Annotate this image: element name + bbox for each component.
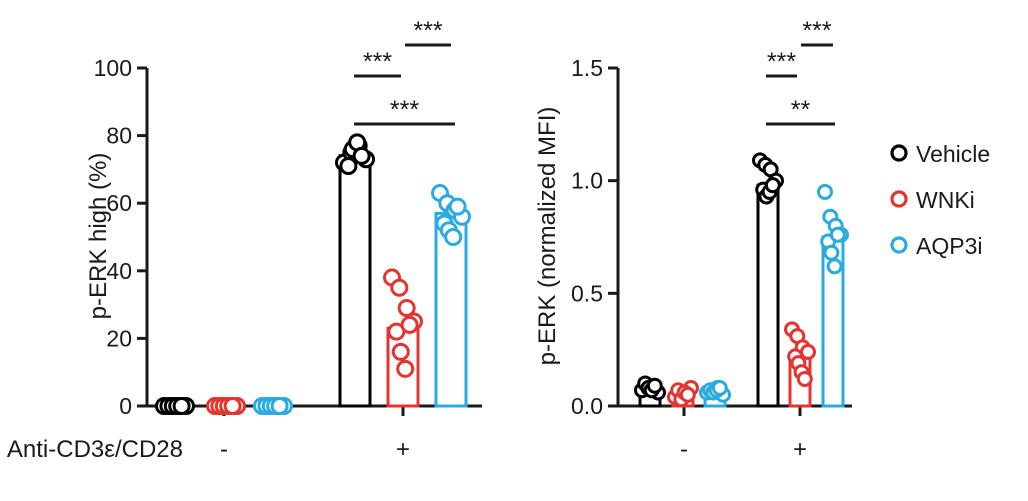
left-y-axis-label: p-ERK high (%) bbox=[85, 153, 112, 320]
right-data-point bbox=[823, 244, 840, 261]
left-axes: 0 20 40 60 80 100 - + bbox=[94, 55, 482, 463]
left-x-tick-label: - bbox=[220, 436, 228, 463]
legend-label-vehicle: Vehicle bbox=[916, 141, 990, 167]
left-y-tick-label: 80 bbox=[106, 123, 132, 149]
legend-label-wnki: WNKi bbox=[916, 187, 975, 213]
left-data-point bbox=[352, 146, 371, 165]
right-data-point bbox=[764, 177, 781, 194]
right-sig-label: *** bbox=[767, 48, 796, 76]
left-y-tick-label: 0 bbox=[119, 393, 132, 419]
left-sig-label: *** bbox=[390, 96, 419, 124]
left-x-tick-label: + bbox=[396, 436, 410, 463]
right-data-point bbox=[711, 379, 728, 396]
legend-marker-wnki bbox=[890, 190, 908, 208]
left-significance: *** *** *** bbox=[354, 17, 455, 126]
right-data-point bbox=[796, 370, 813, 387]
left-bar bbox=[338, 154, 372, 408]
right-sig-label: *** bbox=[802, 17, 831, 45]
legend-item-wnki: WNKi bbox=[890, 187, 975, 213]
right-sig-label: ** bbox=[791, 96, 811, 124]
left-sig-label: *** bbox=[363, 48, 392, 76]
right-y-axis-label: p-ERK (normalized MFI) bbox=[534, 107, 561, 366]
left-y-tick-label: 20 bbox=[106, 325, 132, 351]
left-data-point bbox=[390, 278, 409, 297]
left-y-tick-label: 60 bbox=[106, 190, 132, 216]
left-data-point bbox=[397, 298, 416, 317]
right-y-tick-label: 0.0 bbox=[571, 393, 603, 419]
right-data-point bbox=[800, 343, 816, 360]
left-y-tick-label: 40 bbox=[106, 258, 132, 284]
right-points bbox=[634, 152, 849, 408]
left-panel: p-ERK high (%) Anti-CD3ε/CD28 0 20 40 60 80 1… bbox=[7, 17, 482, 463]
right-data-point bbox=[646, 377, 663, 394]
left-data-point bbox=[172, 397, 191, 415]
left-sig-label: *** bbox=[413, 17, 442, 45]
left-data-point bbox=[223, 397, 242, 415]
legend-item-aqp3i: AQP3i bbox=[890, 233, 982, 259]
right-x-tick-label: - bbox=[680, 436, 688, 463]
left-data-point bbox=[448, 197, 467, 216]
left-data-point bbox=[444, 228, 463, 246]
legend-item-vehicle: Vehicle bbox=[890, 141, 990, 167]
right-y-tick-label: 1.5 bbox=[571, 55, 603, 81]
right-x-tick-label: + bbox=[793, 436, 807, 463]
right-significance: ******** bbox=[766, 17, 835, 126]
right-y-tick-label: 0.5 bbox=[571, 280, 603, 306]
left-data-point bbox=[270, 397, 289, 415]
right-bar bbox=[756, 183, 780, 408]
left-data-point bbox=[339, 157, 358, 176]
left-y-tick-label: 100 bbox=[94, 55, 132, 81]
legend-marker-aqp3i bbox=[890, 236, 908, 254]
legend-label-aqp3i: AQP3i bbox=[916, 233, 982, 259]
legend-marker-vehicle bbox=[890, 144, 908, 162]
right-data-point bbox=[817, 183, 833, 200]
right-y-tick-label: 1.0 bbox=[571, 168, 603, 194]
left-data-point bbox=[396, 359, 415, 378]
left-data-point bbox=[400, 315, 419, 334]
right-data-point bbox=[679, 386, 696, 403]
left-points bbox=[155, 133, 471, 415]
x-row-label: Anti-CD3ε/CD28 bbox=[7, 436, 183, 463]
legend: Vehicle WNKi AQP3i bbox=[890, 141, 990, 259]
right-bars bbox=[638, 183, 845, 408]
left-data-point bbox=[391, 342, 410, 361]
right-data-point bbox=[829, 226, 846, 243]
right-data-point bbox=[826, 258, 843, 275]
right-panel: p-ERK (normalized MFI) 0.0 0.5 1.0 1.5 - + **… bbox=[534, 17, 852, 463]
